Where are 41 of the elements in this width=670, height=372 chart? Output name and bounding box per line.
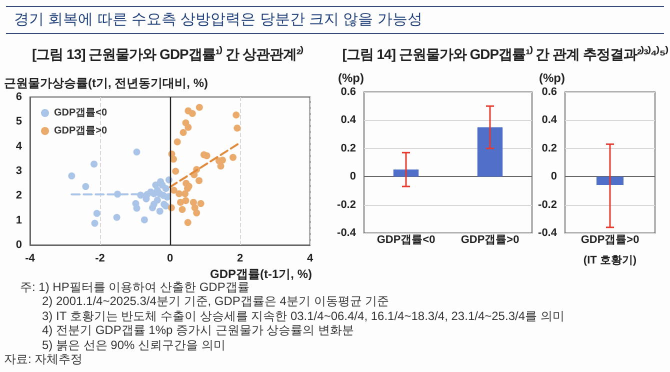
x-tick-label: GDP갭률<0 — [376, 234, 436, 246]
y-axis-title: (%p) — [338, 71, 364, 85]
text: 자료: 자체추정 — [4, 352, 84, 366]
y-tick-label: -0.2 — [337, 198, 356, 211]
legend-label: GDP갭률>0 — [54, 126, 108, 136]
text: 주: 1) HP필터를 이용하여 산출한 GDP갭률 — [20, 280, 250, 294]
x-tick-label: 0 — [166, 252, 174, 264]
text: 3) IT 호황기는 반도체 수출이 상승세를 지속한 03.1/4~06.4/4, 16.1/4~18.3/4, 23.1/4~25.3/4를 의미 — [41, 308, 564, 324]
y-tick-label: -0.4 — [538, 227, 558, 239]
y-tick-label: 0.6 — [340, 86, 356, 98]
x-tick-label: 2 — [236, 252, 244, 264]
y-tick-label: 0 — [550, 170, 557, 183]
y-axis-title: 근원물가상승률(t기, 전년동기대비, %) — [4, 76, 208, 90]
x-tick-label: 4 — [306, 252, 314, 264]
y-tick-label: 6 — [16, 91, 22, 103]
chart-title: [그림 14] 근원물가와 GDP갭률¹⁾ 간 관계 추정결과²⁾³⁾⁴⁾⁵⁾ — [341, 45, 669, 64]
y-tick-label: 0.4 — [340, 114, 357, 126]
y-tick-label: 0.6 — [542, 86, 557, 98]
y-tick-label: 0.2 — [340, 142, 356, 154]
y-axis-title: (%p) — [539, 71, 565, 85]
text: 4) 전분기 GDP갭률 1%p 증가시 근원물가 상승률의 변화분 — [41, 323, 356, 338]
y-tick-label: 0 — [350, 170, 356, 183]
y-tick-label: 5 — [16, 116, 22, 128]
x-axis-title: (IT 호황기) — [583, 254, 637, 266]
text: 5) 붉은 선은 90% 신뢰구간을 의미 — [41, 338, 226, 352]
x-tick-label: -4 — [25, 252, 36, 264]
y-tick-label: 4 — [16, 140, 23, 152]
text: 2) 2001.1/4~2025.3/4분기 기준, GDP갭률은 4분기 이동평균 기준 — [41, 294, 390, 309]
x-tick-label: GDP갭률>0 — [580, 234, 640, 246]
y-tick-label: 0.2 — [542, 142, 557, 154]
y-tick-label: 1 — [16, 214, 22, 226]
y-tick-label: 2 — [16, 190, 22, 202]
y-tick-label: 0.4 — [542, 114, 558, 126]
y-tick-label: -0.4 — [337, 227, 357, 239]
y-tick-label: 3 — [16, 165, 22, 177]
chart-title: 경기 회복에 따른 수요측 상방압력은 당분간 크지 않을 가능성 — [6, 6, 664, 34]
chart-subtitle: [그림 13] 근원물가와 GDP갭률¹⁾ 간 상관관계²⁾ — [30, 45, 304, 64]
x-tick-label: GDP갭률>0 — [460, 234, 520, 246]
x-tick-label: -2 — [95, 252, 105, 264]
legend-label: GDP갭률<0 — [54, 108, 108, 118]
y-tick-label: -0.2 — [538, 198, 557, 211]
